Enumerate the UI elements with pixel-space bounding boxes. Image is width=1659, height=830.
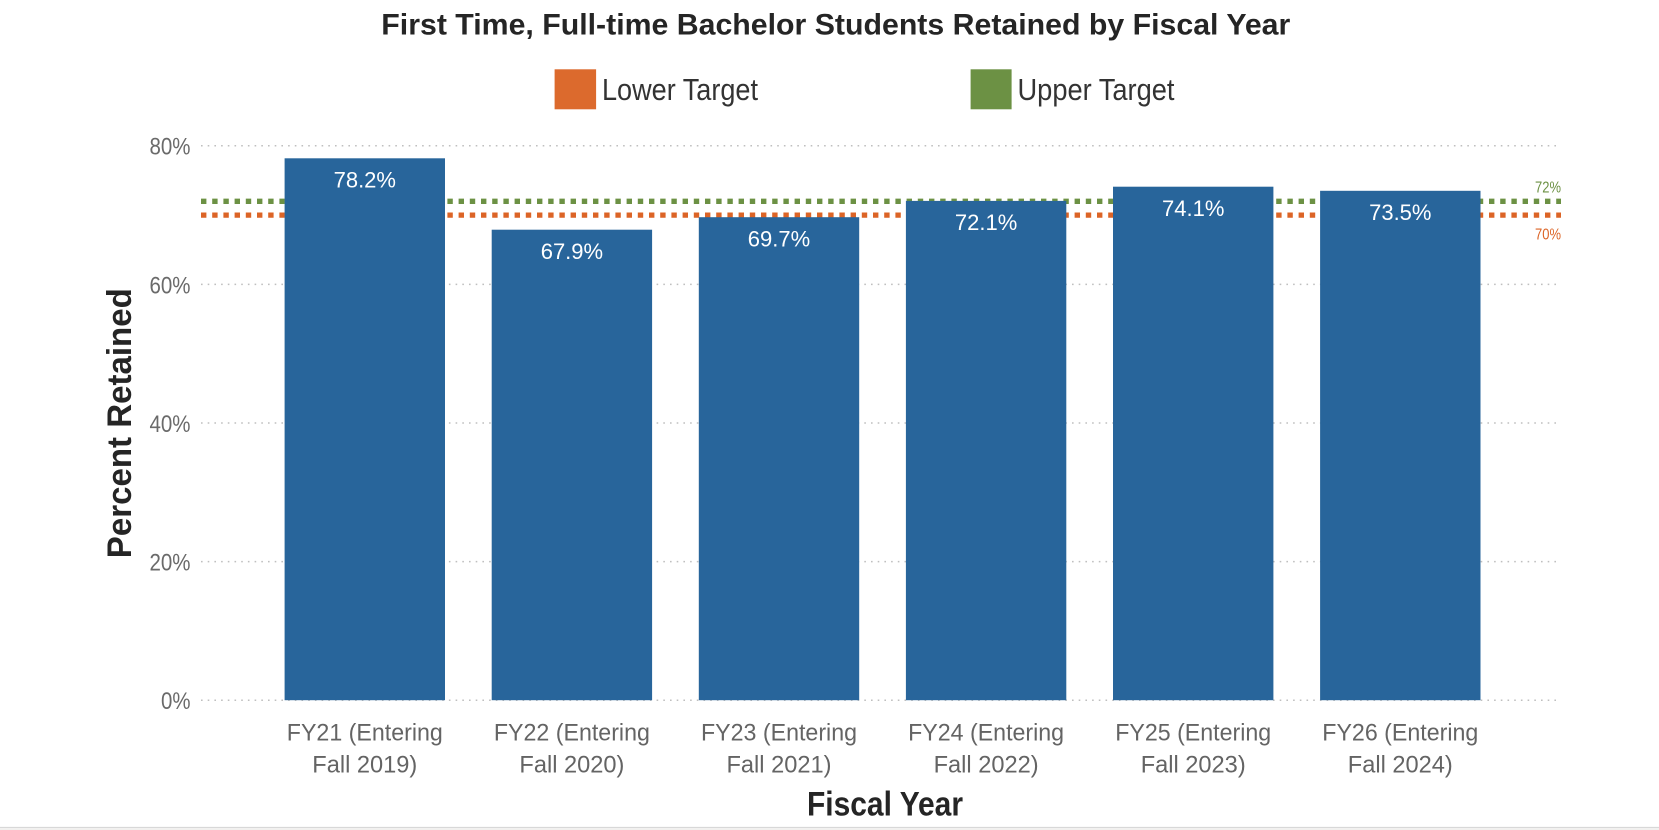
svg-text:69.7%: 69.7%	[748, 227, 810, 252]
svg-text:67.9%: 67.9%	[541, 239, 603, 264]
svg-text:20%: 20%	[150, 550, 191, 577]
svg-text:Fall 2021): Fall 2021)	[727, 751, 832, 778]
svg-text:40%: 40%	[150, 411, 191, 438]
svg-text:FY23 (Entering: FY23 (Entering	[701, 719, 857, 746]
svg-text:First Time, Full-time Bachelor: First Time, Full-time Bachelor Students …	[381, 9, 1290, 42]
svg-text:72.1%: 72.1%	[955, 210, 1017, 235]
svg-text:73.5%: 73.5%	[1369, 200, 1431, 225]
svg-text:FY24 (Entering: FY24 (Entering	[908, 719, 1064, 746]
svg-text:FY22 (Entering: FY22 (Entering	[494, 719, 650, 746]
svg-text:74.1%: 74.1%	[1162, 196, 1224, 221]
svg-text:Lower Target: Lower Target	[602, 72, 758, 107]
svg-text:80%: 80%	[150, 134, 191, 161]
svg-text:Fall 2020): Fall 2020)	[519, 751, 624, 778]
svg-text:FY25 (Entering: FY25 (Entering	[1115, 719, 1271, 746]
svg-text:72%: 72%	[1535, 179, 1561, 196]
svg-text:Fall 2022): Fall 2022)	[934, 751, 1039, 778]
svg-text:Fiscal Year: Fiscal Year	[807, 786, 963, 824]
svg-text:Fall 2024): Fall 2024)	[1348, 751, 1453, 778]
svg-text:FY26 (Entering: FY26 (Entering	[1322, 719, 1478, 746]
svg-text:78.2%: 78.2%	[334, 168, 396, 193]
svg-text:Fall 2023): Fall 2023)	[1141, 751, 1246, 778]
svg-text:70%: 70%	[1535, 226, 1561, 243]
svg-text:FY21 (Entering: FY21 (Entering	[287, 719, 443, 746]
svg-text:60%: 60%	[150, 272, 191, 299]
svg-text:Fall 2019): Fall 2019)	[312, 751, 417, 778]
svg-text:Upper Target: Upper Target	[1018, 72, 1175, 107]
svg-text:0%: 0%	[161, 688, 191, 715]
svg-text:Percent Retained: Percent Retained	[101, 288, 139, 558]
